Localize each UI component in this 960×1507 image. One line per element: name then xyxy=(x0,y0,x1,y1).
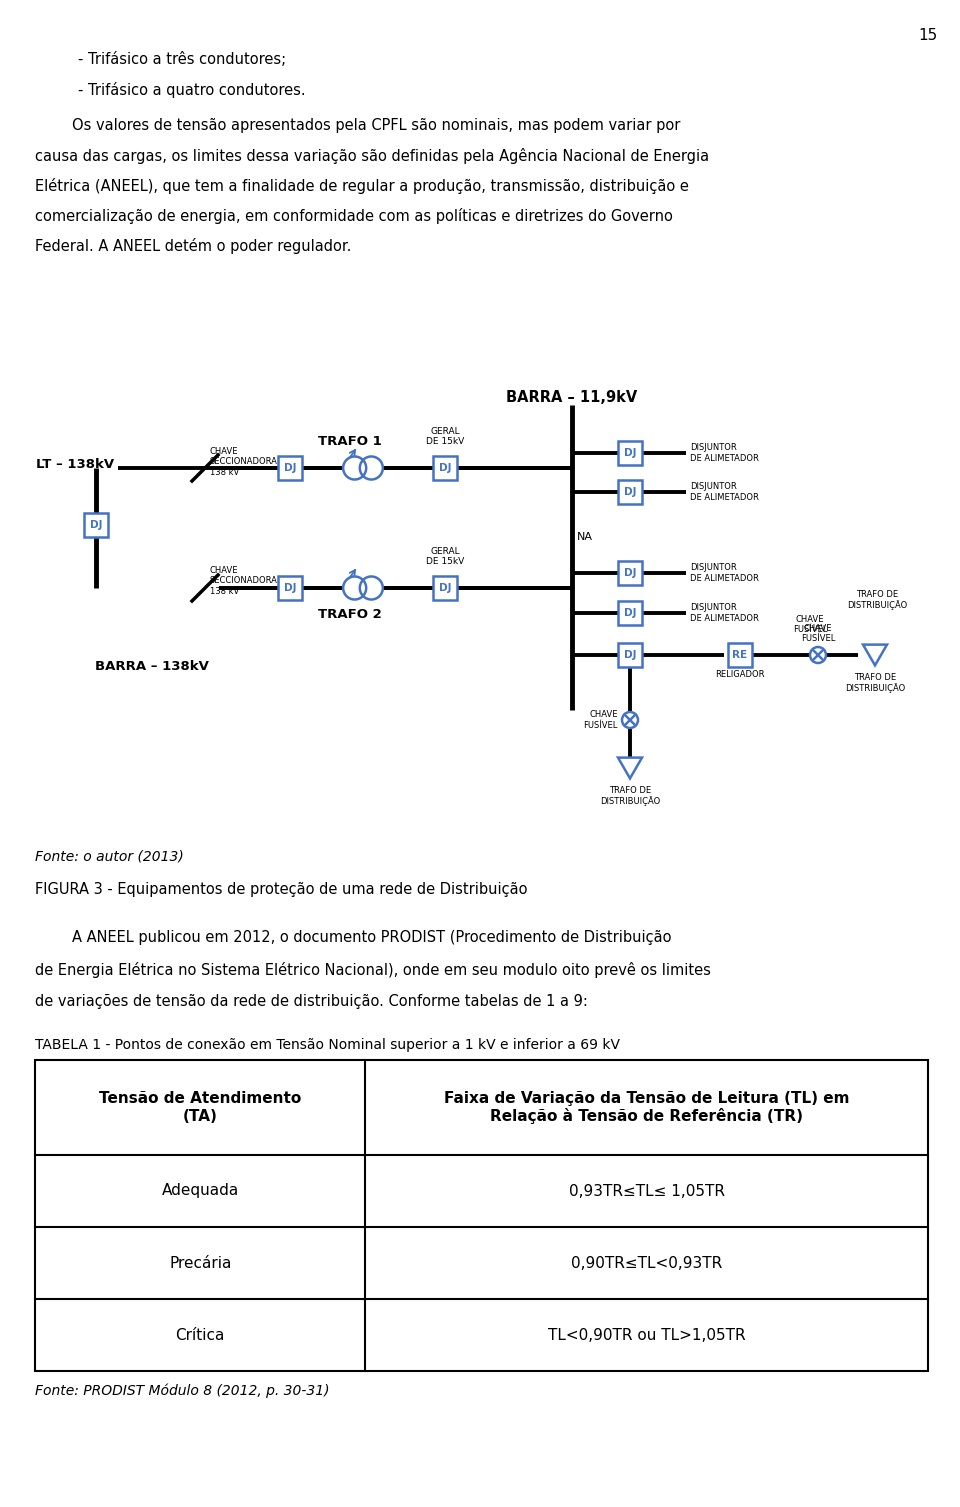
Text: CHAVE
FUSÍVEL: CHAVE FUSÍVEL xyxy=(793,615,828,634)
FancyBboxPatch shape xyxy=(618,643,642,668)
Text: RELIGADOR: RELIGADOR xyxy=(715,671,765,680)
Text: TRAFO 2: TRAFO 2 xyxy=(318,607,382,621)
Text: LT – 138kV: LT – 138kV xyxy=(36,458,114,470)
Text: GERAL
DE 15kV: GERAL DE 15kV xyxy=(426,426,464,446)
Text: CHAVE
FUSÍVEL: CHAVE FUSÍVEL xyxy=(801,624,835,643)
FancyBboxPatch shape xyxy=(433,457,457,481)
Text: BARRA – 11,9kV: BARRA – 11,9kV xyxy=(506,390,637,405)
Text: CHAVE
FUSÍVEL: CHAVE FUSÍVEL xyxy=(584,710,618,729)
FancyBboxPatch shape xyxy=(278,576,302,600)
Text: Precária: Precária xyxy=(169,1255,231,1270)
Text: DISJUNTOR
DE ALIMETADOR: DISJUNTOR DE ALIMETADOR xyxy=(690,603,758,622)
Text: comercialização de energia, em conformidade com as políticas e diretrizes do Gov: comercialização de energia, em conformid… xyxy=(35,208,673,225)
Text: de variações de tensão da rede de distribuição. Conforme tabelas de 1 a 9:: de variações de tensão da rede de distri… xyxy=(35,995,588,1010)
Text: NA: NA xyxy=(577,532,593,543)
Text: DJ: DJ xyxy=(284,583,297,592)
Text: DJ: DJ xyxy=(439,583,451,592)
Text: TL<0,90TR ou TL>1,05TR: TL<0,90TR ou TL>1,05TR xyxy=(548,1328,746,1343)
Text: DJ: DJ xyxy=(624,650,636,660)
FancyBboxPatch shape xyxy=(618,601,642,625)
Circle shape xyxy=(343,577,366,600)
Text: BARRA – 138kV: BARRA – 138kV xyxy=(95,660,209,674)
FancyBboxPatch shape xyxy=(728,643,752,668)
Text: CHAVE
SECCIONADORA
138 kV: CHAVE SECCIONADORA 138 kV xyxy=(210,448,277,476)
Text: DISJUNTOR
DE ALIMETADOR: DISJUNTOR DE ALIMETADOR xyxy=(690,482,758,502)
Text: Adequada: Adequada xyxy=(161,1183,239,1198)
Text: TRAFO DE
DISTRIBUIÇÃO: TRAFO DE DISTRIBUIÇÃO xyxy=(845,674,905,693)
Bar xyxy=(35,1059,928,1371)
Text: DJ: DJ xyxy=(624,607,636,618)
Text: Tensão de Atendimento
(TA): Tensão de Atendimento (TA) xyxy=(99,1091,301,1124)
FancyBboxPatch shape xyxy=(618,481,642,503)
Text: 0,90TR≤TL<0,93TR: 0,90TR≤TL<0,93TR xyxy=(571,1255,722,1270)
Text: DJ: DJ xyxy=(624,487,636,497)
Text: - Trifásico a quatro condutores.: - Trifásico a quatro condutores. xyxy=(78,81,305,98)
Text: TRAFO DE
DISTRIBUIÇÃO: TRAFO DE DISTRIBUIÇÃO xyxy=(847,589,907,610)
Text: Os valores de tensão apresentados pela CPFL são nominais, mas podem variar por: Os valores de tensão apresentados pela C… xyxy=(35,118,681,133)
Text: de Energia Elétrica no Sistema Elétrico Nacional), onde em seu modulo oito prevê: de Energia Elétrica no Sistema Elétrico … xyxy=(35,961,710,978)
Text: Elétrica (ANEEL), que tem a finalidade de regular a produção, transmissão, distr: Elétrica (ANEEL), que tem a finalidade d… xyxy=(35,178,689,194)
Text: Federal. A ANEEL detém o poder regulador.: Federal. A ANEEL detém o poder regulador… xyxy=(35,238,351,255)
Text: GERAL
DE 15kV: GERAL DE 15kV xyxy=(426,547,464,567)
Text: Faixa de Variação da Tensão de Leitura (TL) em
Relação à Tensão de Referência (T: Faixa de Variação da Tensão de Leitura (… xyxy=(444,1091,850,1124)
Text: DISJUNTOR
DE ALIMETADOR: DISJUNTOR DE ALIMETADOR xyxy=(690,564,758,583)
Text: Fonte: o autor (2013): Fonte: o autor (2013) xyxy=(35,850,183,864)
Text: Fonte: PRODIST Módulo 8 (2012, p. 30-31): Fonte: PRODIST Módulo 8 (2012, p. 30-31) xyxy=(35,1383,329,1397)
Text: TABELA 1 - Pontos de conexão em Tensão Nominal superior a 1 kV e inferior a 69 k: TABELA 1 - Pontos de conexão em Tensão N… xyxy=(35,1038,620,1052)
Text: DISJUNTOR
DE ALIMETADOR: DISJUNTOR DE ALIMETADOR xyxy=(690,443,758,463)
Text: RE: RE xyxy=(732,650,748,660)
Text: DJ: DJ xyxy=(89,520,103,530)
Text: A ANEEL publicou em 2012, o documento PRODIST (Procedimento de Distribuição: A ANEEL publicou em 2012, o documento PR… xyxy=(35,930,671,945)
Circle shape xyxy=(360,457,383,479)
FancyBboxPatch shape xyxy=(618,561,642,585)
FancyBboxPatch shape xyxy=(278,457,302,481)
Text: 15: 15 xyxy=(919,29,938,44)
Text: FIGURA 3 - Equipamentos de proteção de uma rede de Distribuição: FIGURA 3 - Equipamentos de proteção de u… xyxy=(35,882,527,897)
Text: DJ: DJ xyxy=(624,568,636,579)
Text: causa das cargas, os limites dessa variação são definidas pela Agência Nacional : causa das cargas, os limites dessa varia… xyxy=(35,148,709,164)
Circle shape xyxy=(343,457,366,479)
FancyBboxPatch shape xyxy=(433,576,457,600)
Text: - Trifásico a três condutores;: - Trifásico a três condutores; xyxy=(78,53,286,66)
Text: CHAVE
SECCIONADORA
138 kV: CHAVE SECCIONADORA 138 kV xyxy=(210,567,277,595)
Text: DJ: DJ xyxy=(284,463,297,473)
Text: TRAFO DE
DISTRIBUIÇÃO: TRAFO DE DISTRIBUIÇÃO xyxy=(600,787,660,806)
Circle shape xyxy=(360,577,383,600)
Text: 0,93TR≤TL≤ 1,05TR: 0,93TR≤TL≤ 1,05TR xyxy=(568,1183,725,1198)
Text: Crítica: Crítica xyxy=(176,1328,225,1343)
Text: DJ: DJ xyxy=(439,463,451,473)
Text: TRAFO 1: TRAFO 1 xyxy=(318,436,382,448)
Text: DJ: DJ xyxy=(624,448,636,458)
FancyBboxPatch shape xyxy=(618,442,642,466)
FancyBboxPatch shape xyxy=(84,512,108,536)
